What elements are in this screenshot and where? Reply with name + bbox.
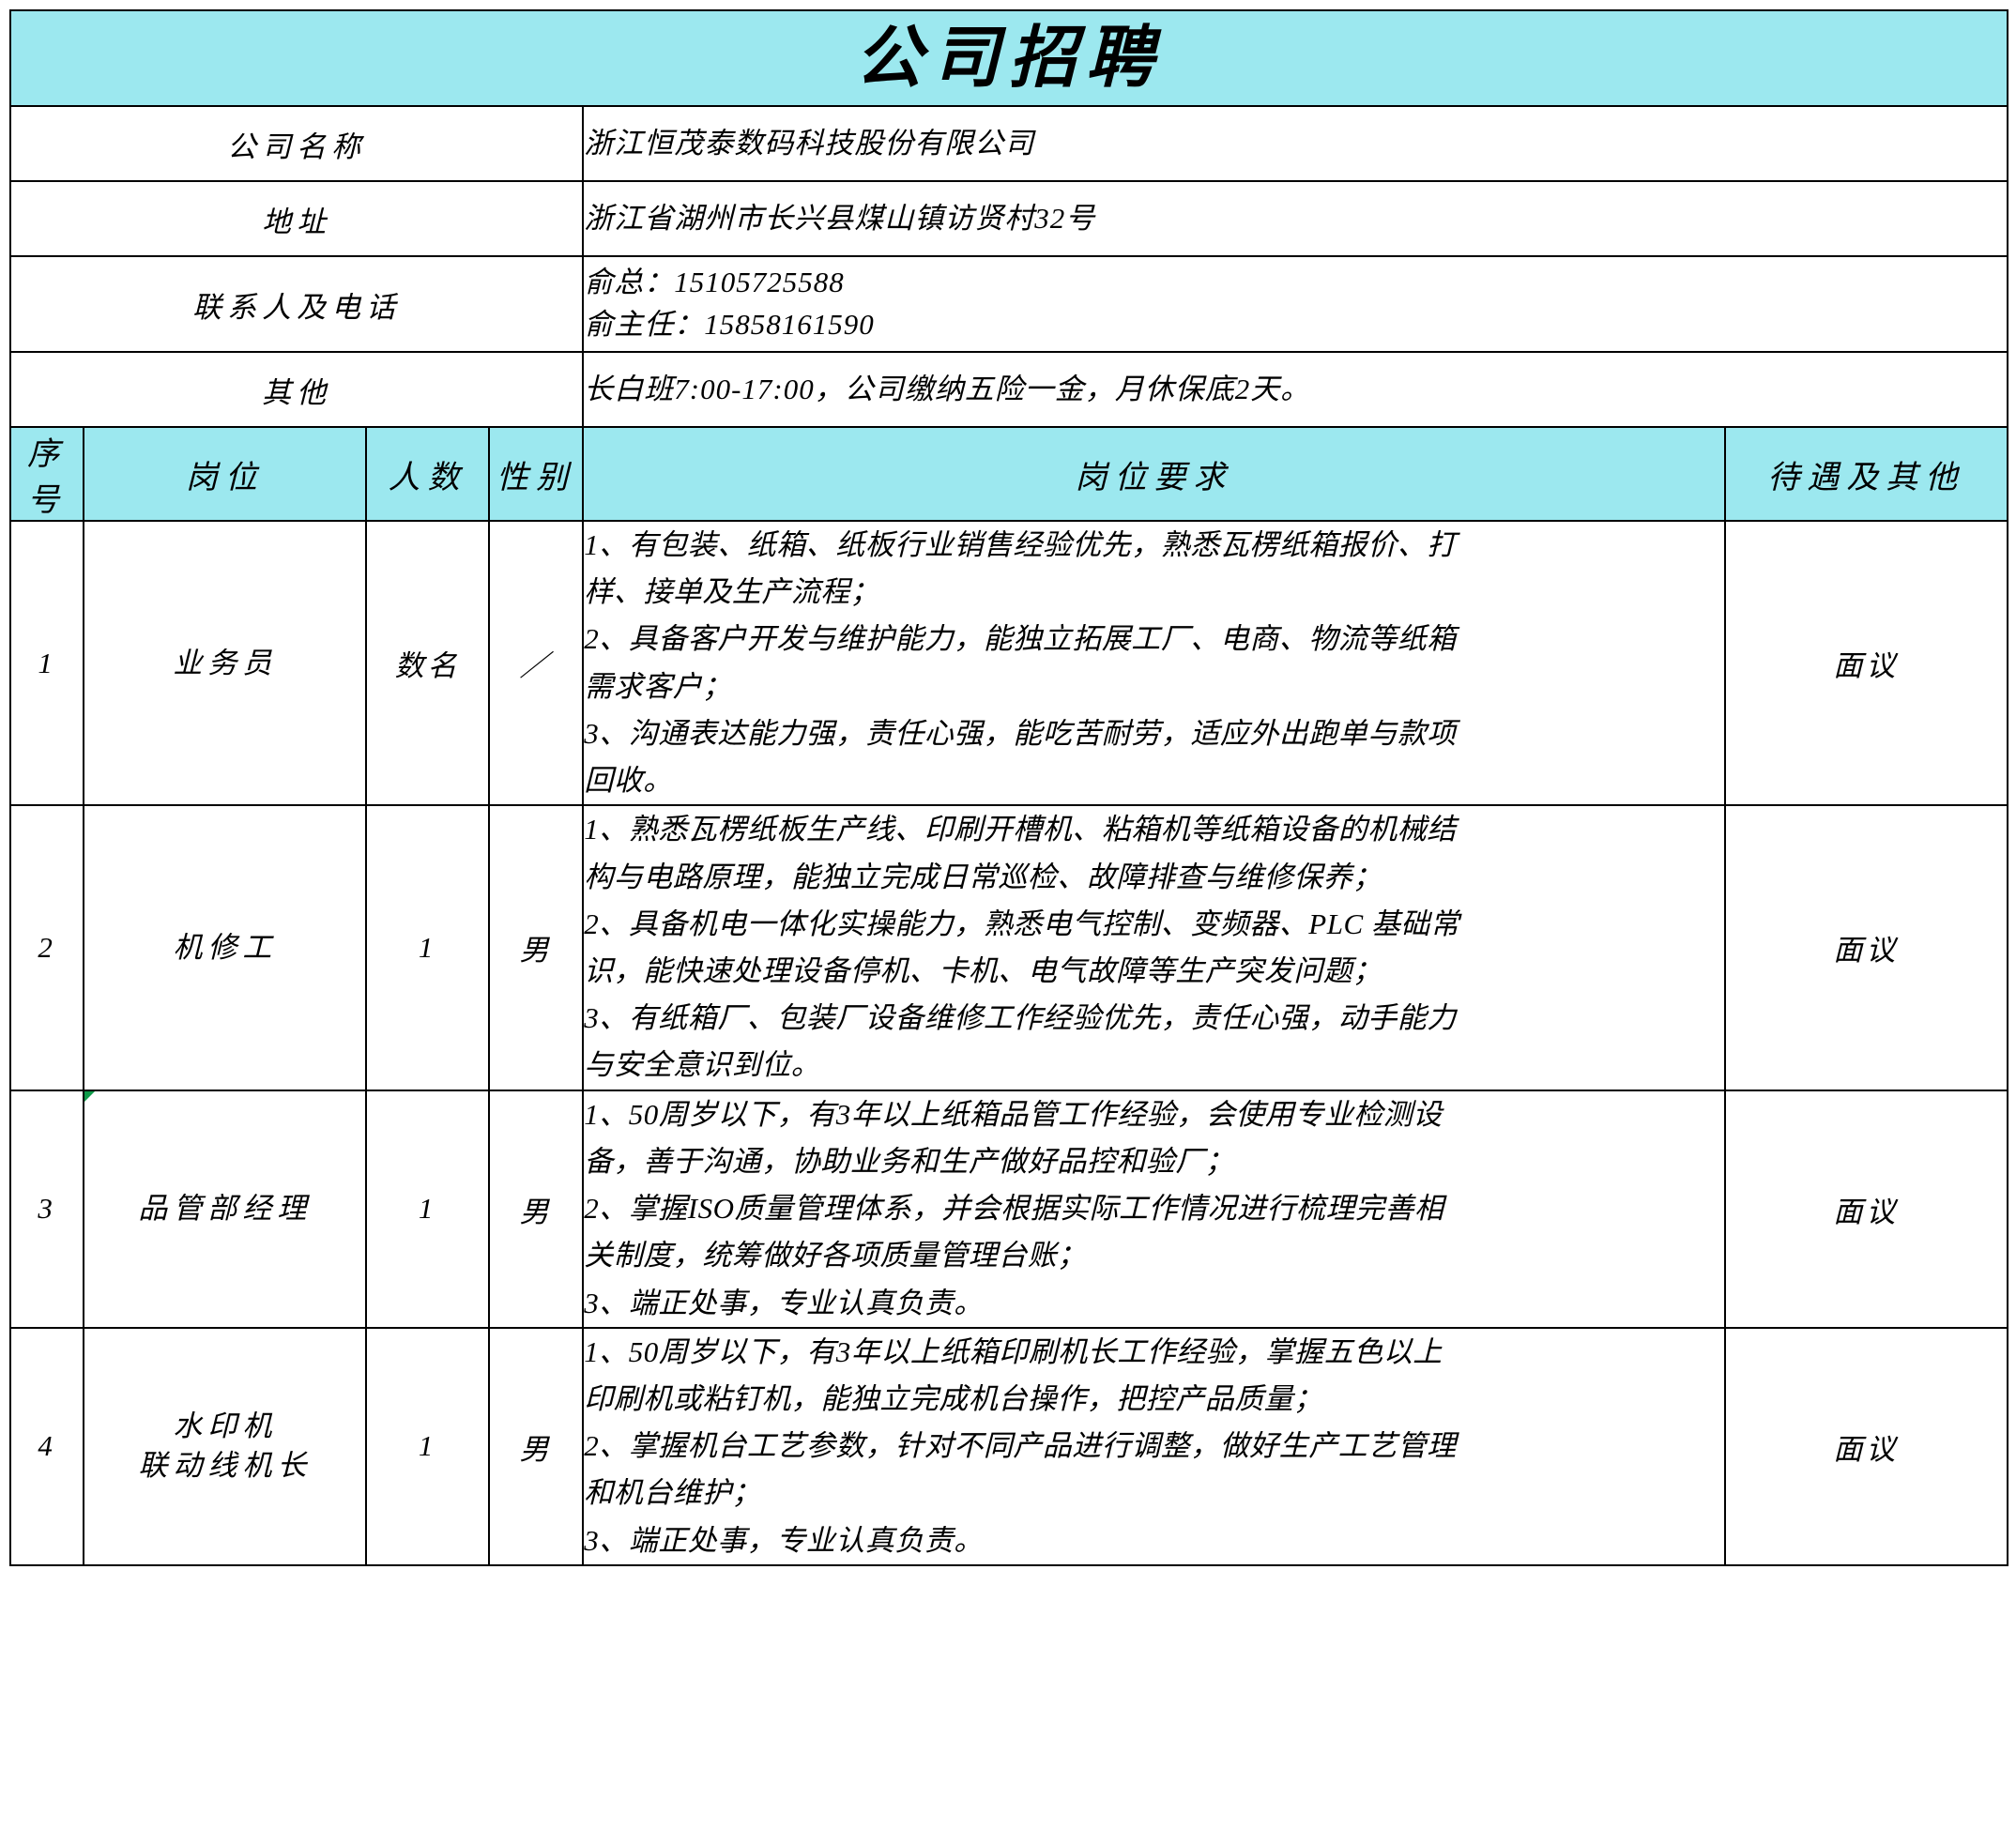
cell-no: 4 — [8, 1326, 85, 1566]
cell-no: 3 — [8, 1089, 85, 1329]
requirement-line: 样、接单及生产流程； — [584, 575, 880, 609]
contact-line-boss: 俞总：15105725588 — [584, 266, 845, 299]
info-row-address: 地址 浙江省湖州市长兴县煤山镇访贤村32号 — [8, 180, 2008, 257]
requirement-line: 和机台维护； — [584, 1476, 762, 1510]
requirement-line: 需求客户； — [584, 669, 732, 703]
requirement-line: 与安全意识到位。 — [584, 1048, 821, 1082]
header-no: 序号 — [8, 426, 85, 522]
requirement-line: 3、端正处事，专业认真负责。 — [584, 1286, 984, 1319]
cell-pay: 面议 — [1723, 1089, 2009, 1329]
header-sex: 性别 — [487, 426, 585, 522]
cell-count: 1 — [365, 1089, 490, 1329]
cell-sex: ／ — [487, 519, 585, 807]
info-row-contact: 联系人及电话 俞总：15105725588 俞主任：15858161590 — [8, 255, 2008, 353]
requirement-line: 识，能快速处理设备停机、卡机、电气故障等生产突发问题； — [584, 953, 1382, 987]
cell-pay: 面议 — [1723, 804, 2009, 1091]
info-row-company-name: 公司名称 浙江恒茂泰数码科技股份有限公司 — [8, 105, 2008, 182]
requirement-line: 1、熟悉瓦楞纸板生产线、印刷开槽机、粘箱机等纸箱设备的机械结 — [584, 813, 1457, 846]
cell-count: 数名 — [365, 519, 490, 807]
value-company-name: 浙江恒茂泰数码科技股份有限公司 — [582, 105, 2008, 182]
cell-requirements: 1、有包装、纸箱、纸板行业销售经验优先，熟悉瓦楞纸箱报价、打 样、接单及生产流程… — [582, 519, 1726, 807]
requirement-line: 3、端正处事，专业认真负责。 — [584, 1523, 984, 1557]
requirement-line: 回收。 — [584, 764, 673, 798]
cell-post: 机修工 — [83, 804, 368, 1091]
jobs-header-row: 序号 岗位 人数 性别 岗位要求 待遇及其他 — [8, 426, 2009, 522]
info-row-other: 其他 长白班7:00-17:00，公司缴纳五险一金，月休保底2天。 — [8, 351, 2008, 428]
cell-pay: 面议 — [1723, 519, 2009, 807]
header-count: 人数 — [365, 426, 490, 522]
requirement-line: 1、有包装、纸箱、纸板行业销售经验优先，熟悉瓦楞纸箱报价、打 — [584, 528, 1457, 561]
requirement-line: 3、沟通表达能力强，责任心强，能吃苦耐劳，适应外出跑单与款项 — [584, 716, 1457, 750]
cell-sex: 男 — [487, 804, 585, 1091]
cell-post-label: 品管部经理 — [138, 1192, 313, 1226]
header-pay: 待遇及其他 — [1723, 426, 2009, 522]
cell-no: 1 — [8, 519, 85, 807]
header-post: 岗位 — [83, 426, 368, 522]
value-address: 浙江省湖州市长兴县煤山镇访贤村32号 — [582, 180, 2008, 257]
cell-count: 1 — [365, 1326, 490, 1566]
requirement-line: 2、具备机电一体化实操能力，熟悉电气控制、变频器、PLC 基础常 — [584, 907, 1460, 940]
table-row: 1 业务员 数名 ／ 1、有包装、纸箱、纸板行业销售经验优先，熟悉瓦楞纸箱报价、… — [8, 519, 2009, 807]
contact-line-director: 俞主任：15858161590 — [584, 308, 875, 341]
recruitment-table: 公司招聘 公司名称 浙江恒茂泰数码科技股份有限公司 地址 浙江省湖州市长兴县煤山… — [8, 9, 2009, 1566]
label-company-name: 公司名称 — [8, 105, 585, 182]
requirement-line: 关制度，统筹做好各项质量管理台账； — [584, 1239, 1087, 1273]
cell-sex: 男 — [487, 1089, 585, 1329]
table-row: 3 品管部经理 1 男 1、50周岁以下，有3年以上纸箱品管工作经验，会使用专业… — [8, 1089, 2009, 1329]
cell-post-label-line2: 联动线机长 — [138, 1449, 313, 1483]
cell-sex: 男 — [487, 1326, 585, 1566]
label-address: 地址 — [8, 180, 585, 257]
requirement-line: 2、具备客户开发与维护能力，能独立拓展工厂、电商、物流等纸箱 — [584, 622, 1457, 656]
cell-requirements: 1、50周岁以下，有3年以上纸箱品管工作经验，会使用专业检测设 备，善于沟通，协… — [582, 1089, 1726, 1329]
cell-pay: 面议 — [1723, 1326, 2009, 1566]
requirement-line: 1、50周岁以下，有3年以上纸箱印刷机长工作经验，掌握五色以上 — [584, 1334, 1443, 1368]
comment-flag-icon — [84, 1090, 96, 1102]
table-row: 4 水印机 联动线机长 1 男 1、50周岁以下，有3年以上纸箱印刷机长工作经验… — [8, 1326, 2009, 1566]
title-row: 公司招聘 — [9, 9, 2008, 107]
cell-post-label-line1: 水印机 — [173, 1410, 278, 1443]
cell-post: 品管部经理 — [83, 1089, 368, 1329]
label-contact: 联系人及电话 — [8, 255, 585, 353]
table-row: 2 机修工 1 男 1、熟悉瓦楞纸板生产线、印刷开槽机、粘箱机等纸箱设备的机械结… — [8, 804, 2009, 1091]
requirement-line: 1、50周岁以下，有3年以上纸箱品管工作经验，会使用专业检测设 — [584, 1097, 1443, 1131]
requirement-line: 2、掌握ISO质量管理体系，并会根据实际工作情况进行梳理完善相 — [584, 1192, 1444, 1226]
requirement-line: 备，善于沟通，协助业务和生产做好品控和验厂； — [584, 1144, 1235, 1178]
cell-count: 1 — [365, 804, 490, 1091]
cell-no: 2 — [8, 804, 85, 1091]
value-other: 长白班7:00-17:00，公司缴纳五险一金，月休保底2天。 — [582, 351, 2008, 428]
requirement-line: 构与电路原理，能独立完成日常巡检、故障排查与维修保养； — [584, 860, 1382, 893]
cell-post: 业务员 — [83, 519, 368, 807]
cell-requirements: 1、50周岁以下，有3年以上纸箱印刷机长工作经验，掌握五色以上 印刷机或粘钉机，… — [582, 1326, 1726, 1566]
page-title-cell: 公司招聘 — [9, 9, 2008, 107]
page-title: 公司招聘 — [854, 21, 1163, 96]
cell-post: 水印机 联动线机长 — [83, 1326, 368, 1566]
header-requirements: 岗位要求 — [582, 426, 1726, 522]
cell-requirements: 1、熟悉瓦楞纸板生产线、印刷开槽机、粘箱机等纸箱设备的机械结 构与电路原理，能独… — [582, 804, 1726, 1091]
requirement-line: 2、掌握机台工艺参数，针对不同产品进行调整，做好生产工艺管理 — [584, 1429, 1457, 1463]
requirement-line: 3、有纸箱厂、包装厂设备维修工作经验优先，责任心强，动手能力 — [584, 1001, 1457, 1035]
label-other: 其他 — [8, 351, 585, 428]
recruitment-sheet: 公司招聘 公司名称 浙江恒茂泰数码科技股份有限公司 地址 浙江省湖州市长兴县煤山… — [8, 9, 2009, 1566]
requirement-line: 印刷机或粘钉机，能独立完成机台操作，把控产品质量； — [584, 1381, 1323, 1415]
value-contact: 俞总：15105725588 俞主任：15858161590 — [582, 255, 2008, 353]
